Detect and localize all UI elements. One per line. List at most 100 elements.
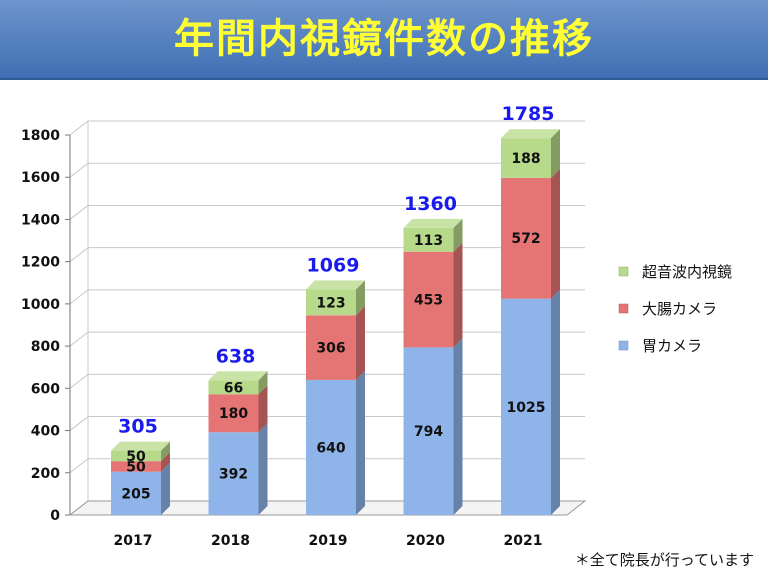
bar-side (258, 385, 268, 433)
y-tick-label: 200 (31, 466, 60, 482)
bar-front (403, 227, 454, 252)
bar-segment: 453 (403, 242, 463, 348)
data-label: 123 (316, 295, 345, 311)
bar-front (501, 138, 551, 178)
y-tick-label: 1400 (21, 212, 60, 228)
y-tick-label: 600 (31, 381, 60, 397)
bar-top (403, 218, 463, 228)
bar-side (551, 168, 560, 299)
data-label: 1025 (507, 400, 546, 416)
x-tick-label: 2021 (504, 533, 543, 549)
bar-front (501, 177, 551, 299)
data-label: 188 (511, 151, 540, 167)
gridline-side (69, 458, 89, 474)
gridline-side (69, 331, 89, 347)
data-label: 50 (126, 459, 146, 475)
total-label: 1069 (307, 254, 360, 276)
gridline-side (69, 373, 89, 389)
bar-segment: 50 (111, 441, 170, 465)
data-label: 794 (414, 424, 443, 440)
data-label: 572 (511, 231, 540, 247)
bar-segment: 113 (403, 218, 463, 252)
total-label: 638 (216, 345, 256, 367)
gridline-side (69, 247, 89, 263)
bar-segment: 1025 (501, 289, 560, 515)
bar-side (258, 423, 268, 515)
data-label: 205 (121, 486, 150, 502)
bar-side (453, 242, 463, 348)
bar-side (551, 129, 560, 178)
bar-front (111, 450, 161, 462)
data-label: 113 (414, 233, 443, 249)
x-tick-label: 2017 (114, 533, 153, 549)
total-label: 305 (118, 416, 158, 438)
data-label: 640 (316, 440, 345, 456)
bar-top (208, 371, 268, 381)
bar-front (111, 461, 161, 472)
bar-side (161, 462, 170, 515)
bar-side (258, 371, 268, 395)
bar-side (453, 338, 463, 515)
legend-label: 超音波内視鏡 (642, 263, 732, 281)
data-label: 453 (414, 293, 443, 309)
legend-swatch (618, 340, 629, 351)
y-tick-label: 800 (31, 339, 60, 355)
bar-top (111, 441, 170, 451)
bar-front (306, 379, 356, 515)
bar-segment: 205 (111, 462, 170, 515)
bar-segment: 50 (111, 452, 170, 475)
data-label: 50 (126, 449, 146, 465)
bar-side (161, 452, 170, 472)
gridline-side (69, 162, 89, 178)
bar-segment: 123 (306, 280, 365, 316)
y-tick-label: 1600 (21, 170, 60, 186)
gridline-side (69, 205, 89, 220)
legend-swatch (618, 303, 629, 314)
bar-segment: 794 (403, 338, 463, 515)
bar-front (208, 380, 259, 395)
legend-label: 胃カメラ (642, 337, 702, 355)
total-label: 1360 (404, 193, 457, 215)
bar-side (453, 218, 463, 252)
bar-segment: 392 (208, 423, 268, 515)
bar-segment: 188 (501, 129, 560, 178)
footnote: ＊全て院長が行っています (574, 551, 754, 569)
x-tick-label: 2020 (406, 533, 445, 549)
data-label: 392 (219, 467, 248, 483)
bar-front (208, 432, 259, 515)
bar-side (356, 280, 365, 316)
y-tick-label: 0 (50, 508, 60, 524)
y-tick-label: 400 (31, 424, 60, 440)
data-label: 66 (224, 380, 243, 396)
total-label: 1785 (502, 103, 555, 125)
x-tick-label: 2019 (309, 533, 348, 549)
bar-side (161, 441, 170, 462)
gridline-side (69, 289, 89, 305)
bar-side (356, 370, 365, 515)
bar-front (306, 315, 356, 380)
page-title: 年間内視鏡件数の推移 (174, 16, 594, 62)
bar-segment: 640 (306, 370, 365, 515)
gridline-side (69, 120, 89, 136)
y-tick-label: 1800 (21, 128, 60, 144)
bar-front (111, 471, 161, 515)
bar-front (208, 394, 259, 433)
bar-front (403, 251, 454, 348)
bar-segment: 180 (208, 385, 268, 433)
bar-segment: 306 (306, 306, 365, 380)
legend-swatch (618, 266, 629, 277)
bar-top (501, 129, 560, 139)
stacked-bar-chart: 0 200 400 600 800 1000 1200 1400 1600 1800 205 5050… (21, 103, 732, 549)
y-tick-label: 1000 (21, 297, 60, 313)
x-tick-label: 2018 (211, 533, 250, 549)
bar-side (551, 289, 560, 515)
data-label: 306 (316, 341, 345, 357)
bar-front (306, 289, 356, 316)
data-label: 180 (219, 406, 248, 422)
bar-segment: 572 (501, 168, 560, 299)
bar-front (403, 347, 454, 515)
bar-segment: 66 (208, 371, 268, 396)
gridline-side (69, 416, 89, 431)
bar-side (356, 306, 365, 380)
